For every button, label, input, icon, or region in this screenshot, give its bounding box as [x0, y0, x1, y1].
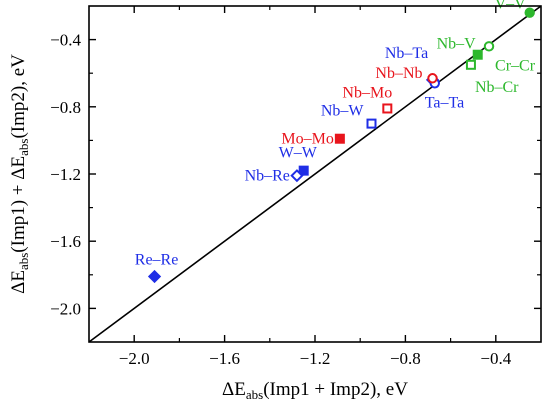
- point-label-nb-v: Nb–V: [437, 36, 477, 53]
- point-label-ta-ta: Ta–Ta: [425, 94, 465, 111]
- point-nb-re: [290, 169, 304, 183]
- x-tick-label: −0.4: [480, 349, 511, 368]
- point-label-nb-cr: Nb–Cr: [475, 79, 519, 96]
- point-mo-mo: [334, 133, 345, 144]
- point-label-w-w: W–W: [279, 145, 318, 162]
- x-axis-label: ΔEabs(Imp1 + Imp2), eV: [222, 379, 408, 402]
- reference-line: [88, 5, 542, 343]
- x-tick-label: −0.8: [390, 349, 421, 368]
- point-label-nb-mo: Nb–Mo: [342, 84, 392, 101]
- x-tick-label: −2.0: [119, 349, 150, 368]
- y-tick-label: −1.6: [50, 232, 81, 251]
- point-label-nb-w: Nb–W: [321, 103, 365, 120]
- x-tick-label: −1.2: [300, 349, 331, 368]
- point-w-w: [298, 165, 309, 176]
- point-label-nb-ta: Nb–Ta: [385, 45, 428, 62]
- point-re-re: [147, 269, 162, 284]
- point-nb-cr: [465, 59, 476, 70]
- point-nb-mo: [382, 103, 393, 114]
- y-tick-label: −2.0: [50, 299, 81, 318]
- point-label-nb-re: Nb–Re: [245, 168, 290, 185]
- plot-frame: [88, 5, 542, 343]
- point-cr-cr: [483, 41, 495, 52]
- point-label-nb-nb: Nb–Nb: [375, 65, 422, 82]
- y-tick-label: −0.8: [50, 98, 81, 117]
- y-tick-label: −0.4: [50, 31, 81, 50]
- point-label-re-re: Re–Re: [135, 251, 179, 268]
- point-v-v: [524, 7, 535, 18]
- point-label-cr-cr: Cr–Cr: [495, 57, 536, 74]
- y-axis-label: ΔEabs(Imp1) + ΔEabs(Imp2), eV: [8, 54, 31, 294]
- point-label-mo-mo: Mo–Mo: [281, 131, 333, 148]
- y-tick-label: −1.2: [50, 165, 81, 184]
- point-nb-nb: [427, 73, 438, 84]
- point-nb-v: [472, 49, 483, 60]
- point-nb-w: [366, 118, 377, 129]
- x-tick-label: −1.6: [209, 349, 240, 368]
